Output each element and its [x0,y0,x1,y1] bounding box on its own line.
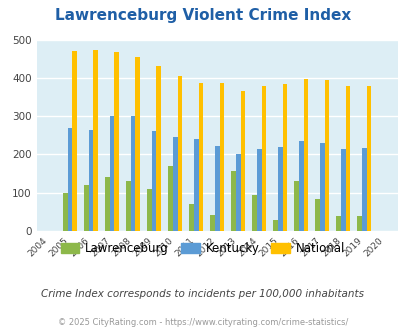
Bar [294,181,298,231]
Bar [345,85,350,231]
Bar [315,199,319,231]
Bar [335,216,340,231]
Bar [366,86,370,231]
Text: © 2025 CityRating.com - https://www.cityrating.com/crime-statistics/: © 2025 CityRating.com - https://www.city… [58,318,347,327]
Bar [72,51,77,231]
Bar [198,83,202,231]
Bar [89,130,93,231]
Bar [219,83,224,231]
Bar [130,116,135,231]
Bar [210,215,214,231]
Bar [235,154,240,231]
Bar [93,50,98,231]
Bar [189,204,194,231]
Bar [319,143,324,231]
Legend: Lawrenceburg, Kentucky, National: Lawrenceburg, Kentucky, National [55,237,350,260]
Bar [361,148,366,231]
Bar [151,131,156,231]
Text: Lawrenceburg Violent Crime Index: Lawrenceburg Violent Crime Index [55,8,350,23]
Bar [110,116,114,231]
Text: Crime Index corresponds to incidents per 100,000 inhabitants: Crime Index corresponds to incidents per… [41,289,364,299]
Bar [240,90,245,231]
Bar [298,141,303,231]
Bar [273,219,277,231]
Bar [194,139,198,231]
Bar [231,171,235,231]
Bar [303,79,307,231]
Bar [68,128,72,231]
Bar [156,66,161,231]
Bar [168,166,173,231]
Bar [147,189,151,231]
Bar [324,80,328,231]
Bar [340,149,345,231]
Bar [261,86,266,231]
Bar [126,181,130,231]
Bar [282,84,286,231]
Bar [63,193,68,231]
Bar [356,216,361,231]
Bar [214,146,219,231]
Bar [173,137,177,231]
Bar [256,149,261,231]
Bar [252,195,256,231]
Bar [277,147,282,231]
Bar [84,185,89,231]
Bar [114,52,119,231]
Bar [105,178,110,231]
Bar [135,57,140,231]
Bar [177,76,182,231]
